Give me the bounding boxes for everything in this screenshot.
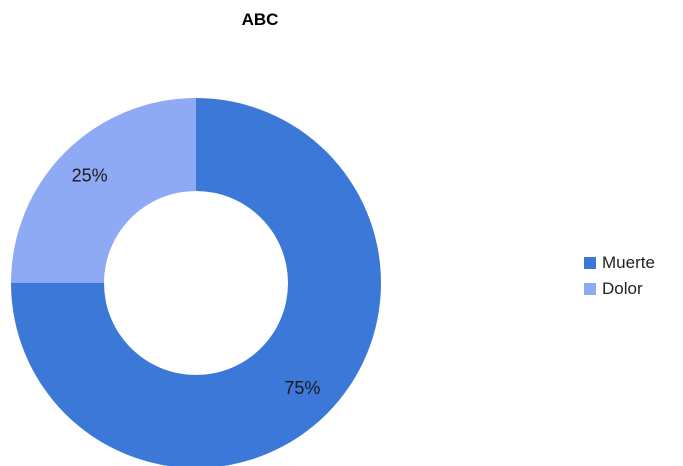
donut-slice-muerte[interactable] [11,98,381,466]
legend: Muerte Dolor [584,250,655,302]
legend-label-muerte: Muerte [602,253,655,272]
data-label-muerte: 75% [284,378,320,398]
labels-group: 75% 25% [72,165,321,398]
legend-label-dolor: Dolor [602,279,643,298]
data-label-dolor: 25% [72,165,108,185]
legend-item-dolor[interactable]: Dolor [584,276,655,302]
legend-swatch-dolor [584,283,596,295]
donut-slice-dolor[interactable] [11,98,196,283]
chart-title: ABC [241,10,279,29]
legend-item-muerte[interactable]: Muerte [584,250,655,276]
slices-group [11,98,381,466]
legend-swatch-muerte [584,257,596,269]
